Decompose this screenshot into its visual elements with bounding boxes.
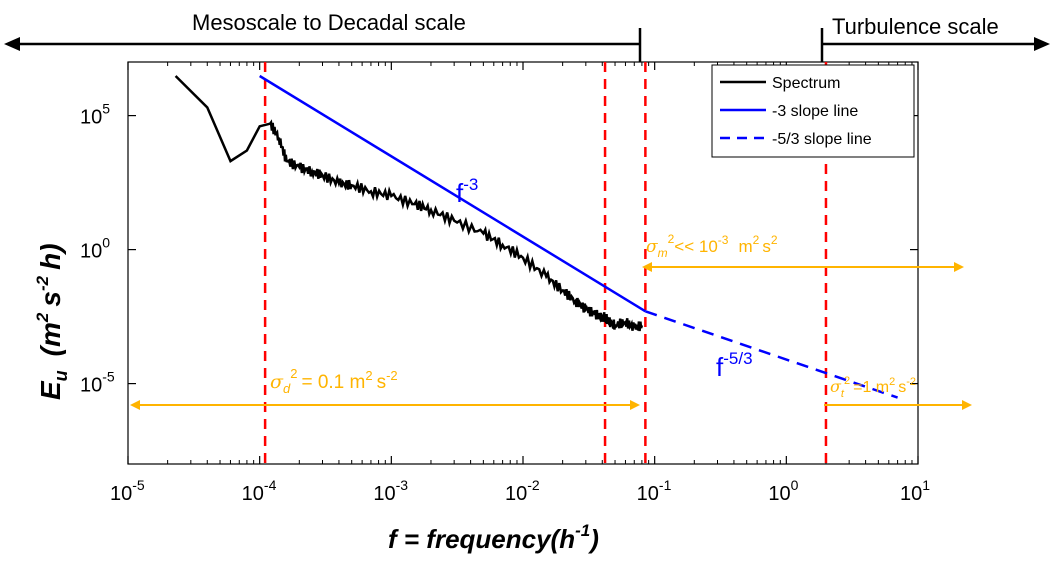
y-axis-title: Eu(m2s-2h): [33, 243, 71, 400]
sigma-m-arrow-right-head: [954, 262, 964, 272]
series-line-3: [644, 310, 899, 399]
series-lines: [174, 74, 899, 399]
y-ticks: 105 100 10-5: [80, 101, 918, 397]
y-tick-label: 100: [80, 235, 110, 263]
variance-arrows: [130, 262, 972, 410]
x-tick-label: 101: [900, 477, 930, 505]
y-tick-label: 10-5: [80, 369, 115, 397]
sigma-m-label: σm2<< 10-3 m2 s2: [646, 232, 778, 260]
sigma-d-arrow-left-head: [130, 400, 140, 410]
legend-label-spectrum: Spectrum: [772, 75, 840, 92]
x-tick-label: 10-5: [110, 477, 145, 505]
turbulence-arrow-head: [1034, 37, 1050, 51]
x-tick-label: 100: [768, 477, 798, 505]
x-ticks: 10-5 10-4 10-3 10-2 10-1 100 101: [110, 62, 930, 505]
slope-minus3-label: f-3: [456, 175, 478, 208]
y-tick-label: 105: [80, 101, 110, 129]
scale-right-label: Turbulence scale: [832, 14, 999, 39]
scale-arrows: Mesoscale to Decadal scale Turbulence sc…: [4, 10, 1050, 62]
slope-minus53-label: f-5/3: [716, 349, 753, 382]
legend-label-minus3: -3 slope line: [772, 103, 858, 120]
x-tick-label: 10-1: [637, 477, 672, 505]
series-line-1: [174, 75, 644, 332]
x-axis-title: f = frequency(h-1): [388, 521, 599, 554]
mesoscale-arrow-head: [4, 37, 20, 51]
x-tick-label: 10-4: [242, 477, 277, 505]
scale-left-label: Mesoscale to Decadal scale: [192, 10, 466, 35]
sigma-m-arrow-left-head: [642, 262, 652, 272]
legend-label-minus53: -5/3 slope line: [772, 131, 872, 148]
legend: Spectrum -3 slope line -5/3 slope line: [711, 64, 915, 158]
sigma-d-arrow-right-head: [630, 400, 640, 410]
sigma-t-arrow-right-head: [962, 400, 972, 410]
sigma-d-label: σd2 = 0.1 m2 s-2: [270, 366, 398, 396]
series-line-2: [259, 74, 647, 313]
x-tick-label: 10-3: [373, 477, 408, 505]
x-tick-label: 10-2: [505, 477, 540, 505]
sigma-t-label: σt2 =1 m2 s-2: [830, 375, 916, 400]
